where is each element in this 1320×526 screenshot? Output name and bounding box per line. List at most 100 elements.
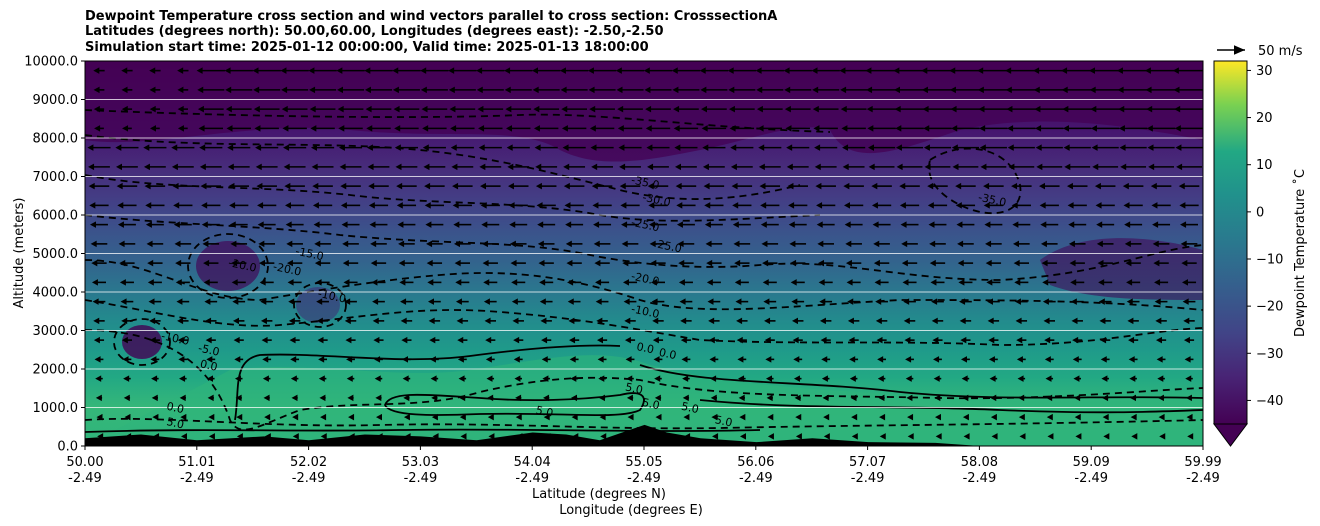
wind-vector: [1151, 202, 1171, 209]
wind-vector: [923, 144, 952, 151]
wind-vector: [92, 298, 106, 305]
wind-vector: [866, 105, 897, 113]
wind-vector: [1180, 221, 1198, 228]
wind-vector: [682, 375, 690, 382]
wind-vector: [706, 279, 721, 286]
wind-vector: [94, 356, 104, 363]
wind-vector: [1119, 144, 1147, 151]
wind-vector: [766, 394, 773, 402]
wind-vector: [596, 317, 608, 325]
wind-vector: [370, 259, 387, 267]
contour-label: -35.0: [630, 173, 661, 192]
wind-vector: [368, 182, 389, 190]
wind-vector: [480, 202, 500, 209]
wind-vector: [984, 221, 1003, 228]
wind-vector: [1074, 413, 1081, 421]
wind-vector: [616, 86, 644, 94]
wind-vector: [543, 394, 550, 402]
wind-vector: [765, 356, 775, 363]
wind-vector: [199, 144, 223, 151]
wind-vector: [588, 86, 616, 94]
wind-vector: [878, 394, 885, 402]
wind-vector: [402, 356, 411, 363]
wind-vector: [1045, 375, 1054, 382]
wind-vector: [1089, 67, 1122, 74]
wind-vector: [618, 144, 642, 151]
wind-vector: [1185, 394, 1193, 402]
wind-vector: [424, 202, 444, 209]
wind-vector: [763, 298, 777, 305]
wind-vector: [124, 413, 131, 421]
wind-vector: [196, 67, 225, 74]
wind-vector: [822, 394, 829, 402]
wind-vector: [617, 105, 643, 113]
wind-vector: [1183, 317, 1195, 325]
wind-vector: [1035, 125, 1064, 132]
wind-vector: [1102, 394, 1109, 402]
contour-label: 5.0: [535, 404, 555, 420]
wind-vector: [308, 67, 337, 74]
wind-vector: [921, 86, 953, 94]
wind-vector: [620, 202, 640, 209]
wind-vector: [1034, 105, 1065, 113]
wind-vector: [680, 336, 691, 344]
wind-vector: [198, 125, 223, 132]
wind-vector: [1180, 240, 1198, 248]
chart-title-line-2: Latitudes (degrees north): 50.00,60.00, …: [85, 24, 664, 39]
wind-vector: [93, 317, 105, 325]
wind-vector: [177, 317, 189, 325]
wind-vector: [623, 279, 638, 286]
wind-vector: [1152, 221, 1171, 228]
wind-vector: [310, 125, 335, 132]
wind-vector: [701, 125, 727, 132]
wind-vector: [96, 413, 103, 421]
wind-vector: [339, 163, 362, 171]
wind-vector: [599, 413, 606, 421]
wind-vector: [561, 125, 587, 132]
wind-vector: [318, 375, 327, 382]
wind-vector: [787, 182, 808, 190]
wind-vector: [1098, 279, 1113, 286]
wind-vector: [684, 433, 691, 440]
x-tick-label-lat: 54.04: [514, 455, 551, 470]
contour-label: 0.0: [165, 400, 185, 416]
wind-vector: [923, 125, 952, 132]
x-tick-label-lat: 55.05: [625, 455, 662, 470]
wind-vector: [88, 182, 110, 190]
wind-vector: [899, 202, 920, 209]
wind-vector: [651, 298, 665, 305]
wind-vector: [678, 279, 693, 286]
wind-vector: [648, 202, 668, 209]
wind-vector: [1007, 125, 1036, 132]
wind-vector: [426, 259, 443, 267]
y-tick-label: 5000.0: [33, 247, 79, 262]
wind-vector: [205, 317, 217, 325]
wind-vector: [1146, 125, 1176, 132]
wind-vector: [122, 125, 132, 132]
wind-vector: [1014, 298, 1028, 305]
wind-vector: [507, 163, 530, 171]
wind-vector: [145, 221, 164, 228]
wind-vector: [479, 163, 502, 171]
wind-vector: [846, 279, 861, 286]
wind-vector: [559, 67, 589, 74]
wind-vector: [146, 240, 164, 248]
wind-vector: [120, 298, 134, 305]
wind-vector: [762, 279, 777, 286]
wind-vector: [476, 67, 505, 74]
wind-vector: [315, 279, 330, 286]
wind-vector: [1128, 336, 1139, 344]
x-tick-label-lon: -2.49: [68, 471, 102, 486]
wind-vector: [255, 163, 278, 171]
wind-vector: [224, 67, 253, 74]
wind-vector: [759, 182, 781, 190]
wind-vector: [731, 182, 753, 190]
wind-vector: [452, 202, 472, 209]
contour-label: 0.0: [658, 346, 678, 362]
wind-vector: [671, 67, 701, 74]
wind-vector: [987, 317, 1000, 325]
wind-vector: [281, 105, 308, 113]
wind-vector: [292, 433, 299, 440]
wind-vector: [338, 144, 363, 151]
